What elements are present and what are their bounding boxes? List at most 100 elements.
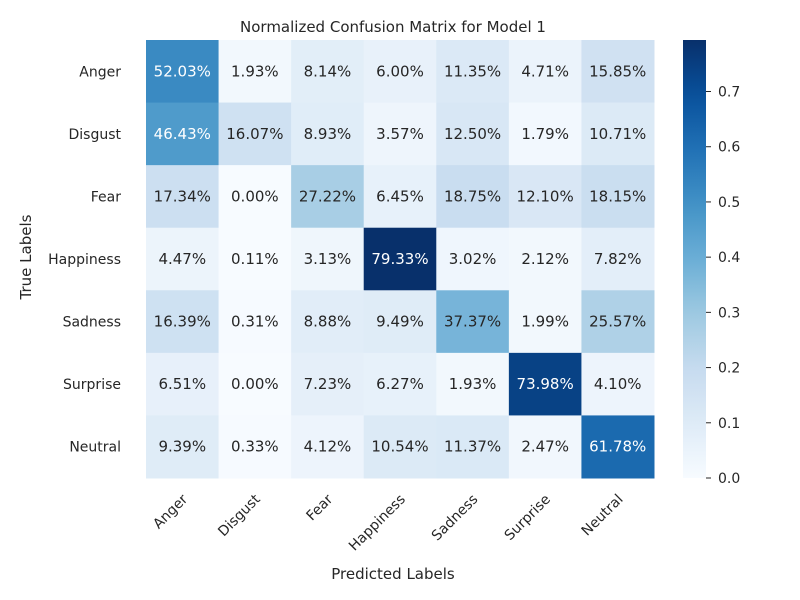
heatmap-cell bbox=[146, 290, 220, 354]
heatmap-cell bbox=[291, 102, 365, 166]
heatmap-cell bbox=[218, 227, 292, 291]
cell-value-label: 3.02% bbox=[449, 250, 497, 268]
heatmap-cell bbox=[436, 352, 510, 416]
cell-value-label: 10.54% bbox=[371, 438, 428, 456]
colorbar-tick-label: 0.7 bbox=[718, 85, 740, 101]
heatmap-cell bbox=[291, 415, 365, 479]
cell-value-label: 4.71% bbox=[521, 62, 569, 80]
heatmap-cell bbox=[436, 40, 510, 104]
heatmap-cell bbox=[508, 352, 582, 416]
heatmap-cell bbox=[218, 415, 292, 479]
heatmap-cell bbox=[508, 40, 582, 104]
heatmap-cell bbox=[581, 40, 655, 104]
cell-value-label: 27.22% bbox=[299, 187, 356, 205]
x-tick-label: Anger bbox=[150, 491, 191, 532]
y-tick-label: Happiness bbox=[48, 252, 121, 268]
heatmap-cell bbox=[581, 352, 655, 416]
cell-value-label: 10.71% bbox=[589, 125, 646, 143]
cell-value-label: 16.07% bbox=[226, 125, 283, 143]
x-tick-label: Neutral bbox=[579, 492, 627, 540]
colorbar-tick-label: 0.6 bbox=[718, 140, 740, 156]
heatmap-cell bbox=[436, 102, 510, 166]
y-tick-labels: Anger Disgust Fear Happiness Sadness Surprise… bbox=[48, 64, 121, 455]
heatmap-cell bbox=[436, 415, 510, 479]
cell-value-label: 18.75% bbox=[444, 187, 501, 205]
colorbar-tick-label: 0.4 bbox=[718, 250, 740, 266]
heatmap-cell bbox=[581, 102, 655, 166]
cell-value-label: 7.23% bbox=[304, 375, 352, 393]
cell-value-label: 0.00% bbox=[231, 375, 279, 393]
cell-value-label: 37.37% bbox=[444, 313, 501, 331]
cell-value-label: 0.11% bbox=[231, 250, 279, 268]
heatmap-cell bbox=[218, 165, 292, 229]
heatmap-cell bbox=[291, 227, 365, 291]
heatmap-cell bbox=[436, 290, 510, 354]
heatmap-cell bbox=[218, 102, 292, 166]
heatmap-cells: 52.03% 1.93% 8.14% 6.00% 11.35% 4.71% 15.85% 46… bbox=[146, 40, 655, 479]
cell-value-label: 4.12% bbox=[304, 438, 352, 456]
heatmap-cell bbox=[146, 352, 220, 416]
cell-value-label: 3.57% bbox=[376, 125, 424, 143]
heatmap-cell bbox=[363, 415, 437, 479]
cell-value-label: 4.47% bbox=[158, 250, 206, 268]
cell-value-label: 11.35% bbox=[444, 62, 501, 80]
cell-value-label: 9.49% bbox=[376, 313, 424, 331]
cell-value-label: 1.99% bbox=[521, 313, 569, 331]
heatmap-cell bbox=[291, 165, 365, 229]
heatmap-cell bbox=[291, 290, 365, 354]
heatmap-cell bbox=[508, 415, 582, 479]
cell-value-label: 11.37% bbox=[444, 438, 501, 456]
cell-value-label: 25.57% bbox=[589, 313, 646, 331]
heatmap-cell bbox=[146, 165, 220, 229]
cell-value-label: 1.93% bbox=[231, 62, 279, 80]
y-tick-label: Neutral bbox=[69, 440, 121, 456]
cell-value-label: 2.12% bbox=[521, 250, 569, 268]
colorbar-tick-label: 0.1 bbox=[718, 416, 740, 432]
heatmap-cell bbox=[508, 227, 582, 291]
y-tick-label: Disgust bbox=[68, 127, 121, 143]
x-tick-label: Surprise bbox=[502, 492, 554, 544]
x-tick-label: Sadness bbox=[429, 492, 482, 545]
heatmap-cell bbox=[146, 40, 220, 104]
heatmap-cell bbox=[291, 40, 365, 104]
y-axis-label: True Labels bbox=[17, 214, 35, 300]
colorbar-tick-label: 0.2 bbox=[718, 361, 740, 377]
cell-value-label: 73.98% bbox=[517, 375, 574, 393]
heatmap-cell bbox=[581, 290, 655, 354]
heatmap-cell bbox=[436, 165, 510, 229]
x-tick-labels: Anger Disgust Fear Happiness Sadness Surprise… bbox=[150, 491, 626, 554]
x-tick-label: Fear bbox=[304, 491, 337, 524]
y-tick-label: Surprise bbox=[63, 377, 121, 393]
y-tick-label: Fear bbox=[91, 189, 121, 205]
y-tick-label: Sadness bbox=[63, 315, 121, 331]
heatmap-cell bbox=[508, 165, 582, 229]
heatmap-cell bbox=[218, 290, 292, 354]
chart-title: Normalized Confusion Matrix for Model 1 bbox=[240, 18, 546, 36]
x-tick-label: Disgust bbox=[215, 491, 264, 540]
cell-value-label: 6.45% bbox=[376, 187, 424, 205]
x-axis-label: Predicted Labels bbox=[331, 565, 455, 583]
heatmap-cell bbox=[363, 290, 437, 354]
cell-value-label: 0.31% bbox=[231, 313, 279, 331]
cell-value-label: 17.34% bbox=[154, 187, 211, 205]
cell-value-label: 1.79% bbox=[521, 125, 569, 143]
cell-value-label: 2.47% bbox=[521, 438, 569, 456]
cell-value-label: 15.85% bbox=[589, 62, 646, 80]
heatmap-cell bbox=[363, 227, 437, 291]
colorbar-tick-label: 0.0 bbox=[718, 471, 740, 487]
heatmap-cell bbox=[508, 290, 582, 354]
heatmap-cell bbox=[146, 415, 220, 479]
cell-value-label: 16.39% bbox=[154, 313, 211, 331]
cell-value-label: 3.13% bbox=[304, 250, 352, 268]
cell-value-label: 12.10% bbox=[517, 187, 574, 205]
colorbar: 0.0 0.1 0.2 0.3 0.4 0.5 0.6 0.7 bbox=[683, 40, 740, 487]
heatmap-cell bbox=[363, 352, 437, 416]
cell-value-label: 0.33% bbox=[231, 438, 279, 456]
heatmap-cell bbox=[218, 40, 292, 104]
colorbar-tick-label: 0.5 bbox=[718, 195, 740, 211]
cell-value-label: 6.27% bbox=[376, 375, 424, 393]
cell-value-label: 1.93% bbox=[449, 375, 497, 393]
heatmap-cell bbox=[363, 102, 437, 166]
heatmap-cell bbox=[218, 352, 292, 416]
